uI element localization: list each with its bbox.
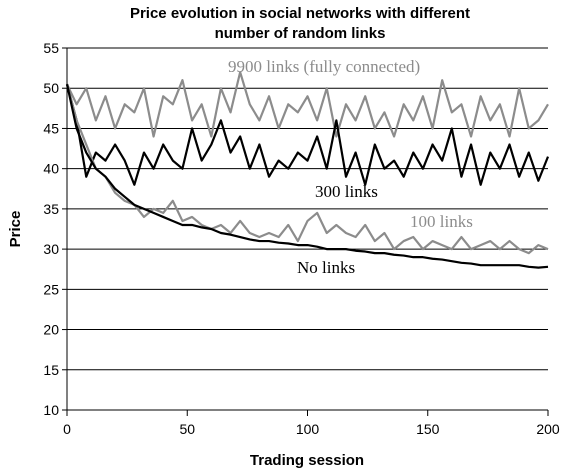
series-line [65,83,549,269]
y-tick-label: 55 [43,40,59,56]
y-tick-label: 40 [43,161,59,177]
chart-title: Price evolution in social networks with … [130,5,470,22]
y-tick-label: 25 [43,281,59,297]
y-tick-label: 30 [43,241,59,257]
x-tick-label: 0 [63,421,71,437]
x-tick-label: 200 [536,421,560,437]
series-label: No links [297,258,355,277]
x-tick-label: 50 [179,421,195,437]
y-tick-label: 15 [43,362,59,378]
series-label: 300 links [315,182,378,201]
series-line [65,83,550,186]
x-axis-label: Trading session [250,452,364,469]
series-line [66,71,549,138]
x-tick-label: 150 [416,421,440,437]
y-tick-label: 35 [43,201,59,217]
y-tick-label: 10 [43,402,59,418]
y-tick-label: 45 [43,120,59,136]
series-label: 100 links [410,212,473,231]
y-tick-label: 50 [43,80,59,96]
y-tick-label: 20 [43,322,59,338]
chart-title: number of random links [215,25,386,42]
y-axis-label: Price [7,211,24,248]
x-tick-label: 100 [296,421,320,437]
series-label: 9900 links (fully connected) [228,57,420,76]
series-line [65,83,549,255]
